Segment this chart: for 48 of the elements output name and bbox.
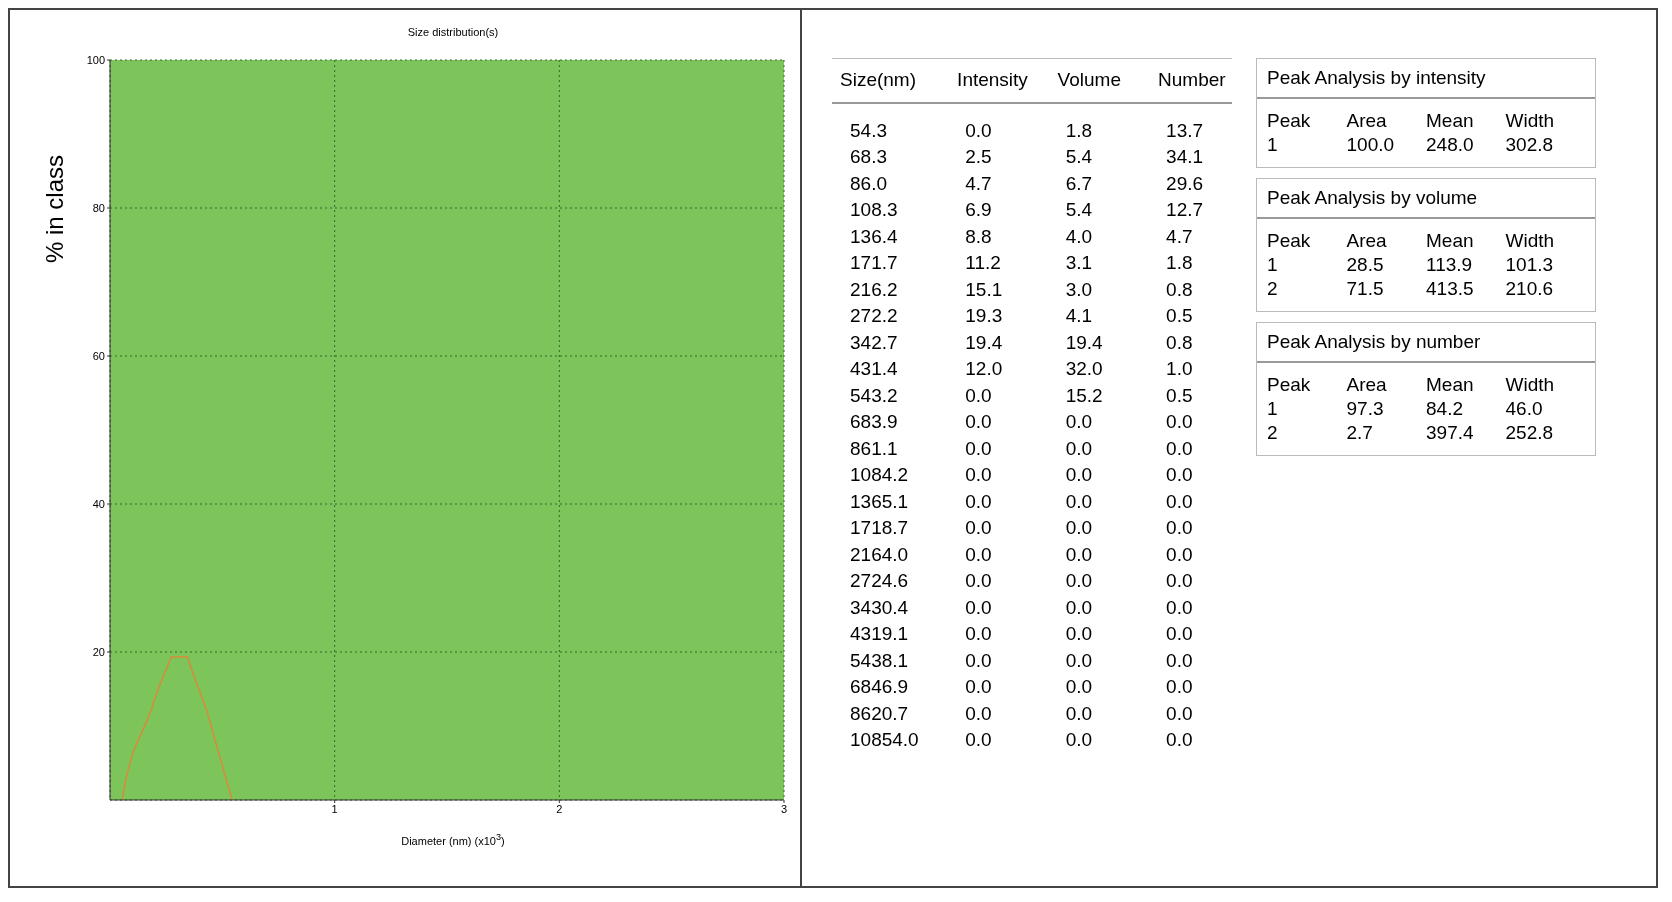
y-tick-label: 40 <box>92 497 105 510</box>
text: 1084.2 0.0 0.0 0.0 <box>850 464 1193 485</box>
text: 216.2 15.1 3.0 0.8 <box>850 278 1193 300</box>
text: Peak Analysis by intensity <box>1257 59 1595 99</box>
text: 342.7 19.4 19.4 0.8 <box>850 331 1193 353</box>
text: 10854.0 0.0 0.0 0.0 <box>850 729 1193 750</box>
text: 2164.0 0.0 0.0 0.0 <box>850 543 1193 565</box>
text: 4319.1 0.0 0.0 0.0 <box>850 623 1193 644</box>
text: 2 2.7 397.4 252.8 <box>1267 422 1554 443</box>
text: 2724.6 0.0 0.0 0.0 <box>850 570 1193 591</box>
line-series <box>121 655 233 800</box>
text: 171.7 11.2 3.1 1.8 <box>850 252 1193 273</box>
x-tick-label: 2 <box>556 802 563 815</box>
text: Peak Area Mean Width <box>1267 230 1555 251</box>
x-tick-label: 1 <box>331 802 338 815</box>
text: 431.4 12.0 32.0 1.0 <box>850 358 1193 379</box>
text: 683.9 0.0 0.0 0.0 <box>850 411 1193 432</box>
text: 108.3 6.9 5.4 12.7 <box>850 199 1204 220</box>
text: 272.2 19.3 4.1 0.5 <box>850 305 1193 326</box>
text: 1 97.3 84.2 46.0 <box>1267 398 1543 419</box>
text: 86.0 4.7 6.7 29.6 <box>850 172 1204 194</box>
text: 3430.4 0.0 0.0 0.0 <box>850 596 1193 618</box>
y-tick-label: 100 <box>86 53 105 66</box>
text: 136.4 8.8 4.0 4.7 <box>850 225 1193 247</box>
text: 8620.7 0.0 0.0 0.0 <box>850 702 1193 724</box>
chart-title: Size distribution(s) <box>406 26 500 38</box>
text: 6846.9 0.0 0.0 0.0 <box>850 676 1193 697</box>
text: 1 100.0 248.0 302.8 <box>1267 134 1554 155</box>
x-tick-label: 3 <box>780 802 788 815</box>
text: 5438.1 0.0 0.0 0.0 <box>850 649 1193 671</box>
text: 1 28.5 113.9 101.3 <box>1267 254 1554 275</box>
y-tick-label: 20 <box>92 645 105 658</box>
text: 543.2 0.0 15.2 0.5 <box>850 384 1193 406</box>
text: Peak Analysis by volume <box>1257 179 1595 219</box>
text: Peak Area Mean Width <box>1267 110 1555 131</box>
text: 68.3 2.5 5.4 34.1 <box>850 146 1204 167</box>
x-axis-title: Diameter (nm) (x10$^{3}$) <box>400 832 506 847</box>
text: 54.3 0.0 1.8 13.7 <box>850 119 1204 141</box>
y-tick-label: 60 <box>92 349 105 362</box>
text: 2 71.5 413.5 210.6 <box>1267 278 1554 299</box>
text: 861.1 0.0 0.0 0.0 <box>850 437 1193 459</box>
text: Size(nm) Intensity Volume Number <box>840 69 1226 90</box>
y-axis-title: % in class <box>41 154 69 266</box>
text: Peak Area Mean Width <box>1267 374 1555 395</box>
text: Peak Analysis by number <box>1257 323 1595 363</box>
text: 1365.1 0.0 0.0 0.0 <box>850 490 1193 512</box>
text: 1718.7 0.0 0.0 0.0 <box>850 517 1193 538</box>
y-tick-label: 80 <box>92 201 105 214</box>
